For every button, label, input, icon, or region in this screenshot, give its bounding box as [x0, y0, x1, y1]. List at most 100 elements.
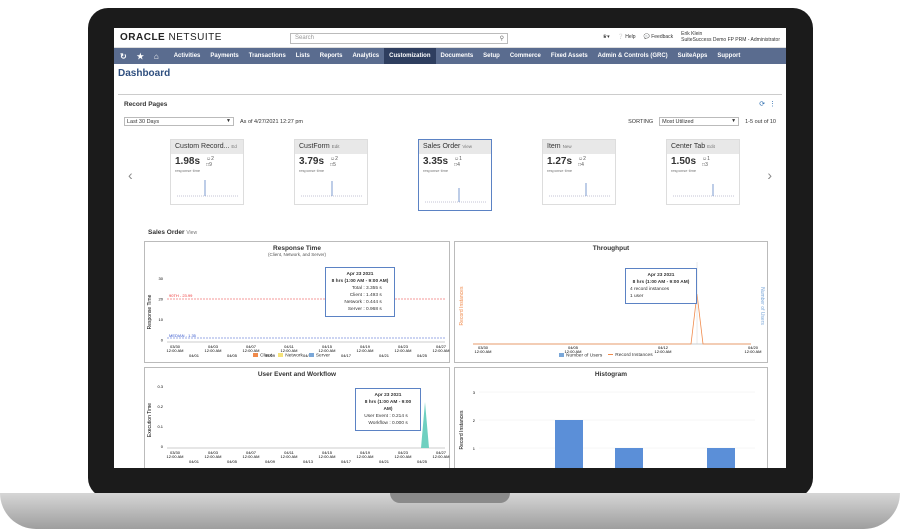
y-tick-label: 20	[159, 297, 164, 302]
y-axis-right-label: Number of Users	[759, 287, 765, 325]
histogram-bar	[555, 420, 583, 468]
card-label: response time	[299, 168, 325, 173]
user-icon: ☺	[702, 156, 708, 162]
x-tick-label: 04/27	[436, 450, 447, 455]
legend-records[interactable]: Record Instances	[608, 353, 653, 358]
nav-item-commerce[interactable]: Commerce	[509, 53, 541, 59]
card-sparkline	[177, 180, 239, 197]
x-tick-label: 04/05	[227, 353, 238, 358]
nav-item-suiteapps[interactable]: SuiteApps	[677, 53, 708, 59]
card-title[interactable]: Custom Record... Ed	[171, 140, 243, 154]
x-tick-label: 04/23	[398, 344, 409, 349]
legend-users[interactable]: Number of Users	[559, 353, 602, 358]
card-label: response time	[175, 168, 201, 173]
home-icon[interactable]: ⌂	[153, 51, 159, 61]
page-title: Dashboard	[118, 68, 171, 79]
netsuite-logo[interactable]: ORACLE NETSUITE	[120, 32, 222, 43]
y-tick-label: 2	[473, 418, 476, 423]
legend-network[interactable]: Network	[278, 353, 303, 358]
top-bar: ORACLE NETSUITE Search ⚲ ♛▾ ❔ Help 💬 Feed…	[114, 28, 786, 48]
user-menu[interactable]: Erik Klein SuiteSuccess Demo FP PRM - Adm…	[681, 31, 780, 43]
card-title[interactable]: Item New	[543, 140, 615, 154]
card-sparkline	[301, 181, 363, 197]
card-counts: ☺2 □5	[330, 156, 338, 168]
x-tick-time: 12:00 AM	[243, 348, 260, 353]
next-arrow-icon[interactable]: ›	[767, 167, 772, 183]
histogram-bar	[615, 448, 643, 468]
period-select[interactable]: Last 30 Days ▼	[124, 117, 234, 126]
x-tick-label: 03/30	[170, 450, 181, 455]
x-tick-label: 04/20	[748, 345, 759, 350]
search-icon[interactable]: ⚲	[499, 36, 504, 42]
card-time: 1.50s	[671, 156, 697, 167]
x-tick-label: 04/05	[227, 459, 238, 464]
x-tick-label: 03/30	[170, 344, 181, 349]
record-card[interactable]: CustForm Edit 3.79s ☺2 □5 response time	[294, 139, 368, 205]
record-card[interactable]: Custom Record... Ed 1.98s ☺2 □9 response t…	[170, 139, 244, 205]
feedback-link[interactable]: 💬 Feedback	[643, 34, 674, 40]
nav-item-admin-controls-grc-[interactable]: Admin & Controls (GRC)	[597, 53, 668, 59]
record-card[interactable]: Center Tab Edit 1.50s ☺1 □3 response time	[666, 139, 740, 205]
card-sparkline	[673, 184, 735, 197]
legend-server[interactable]: Server	[308, 353, 330, 358]
throughput-tooltip: Apr 23 2021 8 hrs (1:00 AM - 9:00 AM) 4 r…	[625, 268, 697, 304]
x-tick-time: 12:00 AM	[357, 348, 374, 353]
throughput-plot: Record Instances Number of Users 03/3012…	[459, 262, 765, 354]
main-nav: ↻ ★ ⌂ Activities Payments Transactions List…	[114, 48, 786, 64]
card-sparkline	[549, 183, 611, 197]
y-tick-label: 30	[159, 276, 164, 281]
card-label: response time	[547, 168, 573, 173]
nav-item-setup[interactable]: Setup	[483, 53, 500, 59]
section-title: Sales Order View	[148, 229, 198, 236]
x-tick-label: 04/25	[417, 353, 428, 358]
record-card[interactable]: Item New 1.27s ☺2 □4 response time	[542, 139, 616, 205]
x-tick-label: 04/21	[379, 353, 390, 358]
refresh-icon[interactable]: ⟳	[759, 101, 766, 108]
prev-arrow-icon[interactable]: ‹	[128, 167, 133, 183]
nav-item-fixed-assets[interactable]: Fixed Assets	[550, 53, 588, 59]
search-input[interactable]: Search ⚲	[290, 33, 508, 44]
y-tick-label: 0	[161, 338, 164, 343]
x-tick-time: 12:00 AM	[395, 454, 412, 459]
response-time-chart: Response Time (Client, Network, and Serv…	[144, 241, 450, 363]
x-tick-label: 04/09	[265, 353, 276, 358]
card-title[interactable]: Sales Order View	[419, 140, 491, 154]
nav-item-activities[interactable]: Activities	[173, 53, 201, 59]
nav-item-documents[interactable]: Documents	[440, 53, 474, 59]
recent-icon[interactable]: ♛▾	[602, 34, 610, 40]
x-tick-label: 04/09	[265, 459, 276, 464]
x-tick-time: 12:00 AM	[357, 454, 374, 459]
as-of-label: As of 4/27/2021 12:27 pm	[240, 118, 303, 125]
nav-item-support[interactable]: Support	[717, 53, 741, 59]
card-counts: ☺2 □4	[578, 156, 586, 168]
chart-title: Throughput	[592, 245, 630, 252]
recent-records-icon[interactable]: ↻	[120, 51, 127, 61]
nav-item-transactions[interactable]: Transactions	[248, 53, 286, 59]
legend-client[interactable]: Client	[253, 353, 272, 358]
x-tick-label: 04/05	[568, 345, 579, 350]
document-icon: □	[578, 162, 582, 168]
help-link[interactable]: ❔ Help	[617, 34, 636, 40]
nav-item-analytics[interactable]: Analytics	[352, 53, 380, 59]
x-tick-label: 04/27	[436, 344, 447, 349]
nav-item-payments[interactable]: Payments	[210, 53, 239, 59]
x-tick-label: 04/07	[246, 450, 257, 455]
record-card[interactable]: Sales Order View 3.35s ☺1 □4 response time	[418, 139, 492, 211]
more-icon[interactable]: ⋮	[769, 101, 776, 108]
nav-item-lists[interactable]: Lists	[295, 53, 310, 59]
sorting-select[interactable]: Most Utilized ▼	[659, 117, 740, 126]
histogram-chart: Histogram Record Instances 3 2 1	[454, 367, 768, 468]
card-title[interactable]: Center Tab Edit	[667, 140, 739, 154]
tooltip-row: Server : 0.968 s	[347, 307, 382, 312]
x-tick-label: 04/03	[208, 450, 219, 455]
sorting-label: SORTING	[628, 118, 654, 125]
card-title[interactable]: CustForm Edit	[295, 140, 367, 154]
nav-item-customization[interactable]: Customization	[384, 48, 436, 64]
paging-label: 1-5 out of 10	[745, 118, 776, 125]
favorites-star-icon[interactable]: ★	[136, 51, 144, 61]
throughput-chart: Throughput Record Instances Number of Us…	[454, 241, 768, 363]
x-tick-label: 04/23	[398, 450, 409, 455]
chevron-down-icon: ▼	[226, 118, 231, 124]
nav-item-reports[interactable]: Reports	[319, 53, 343, 59]
